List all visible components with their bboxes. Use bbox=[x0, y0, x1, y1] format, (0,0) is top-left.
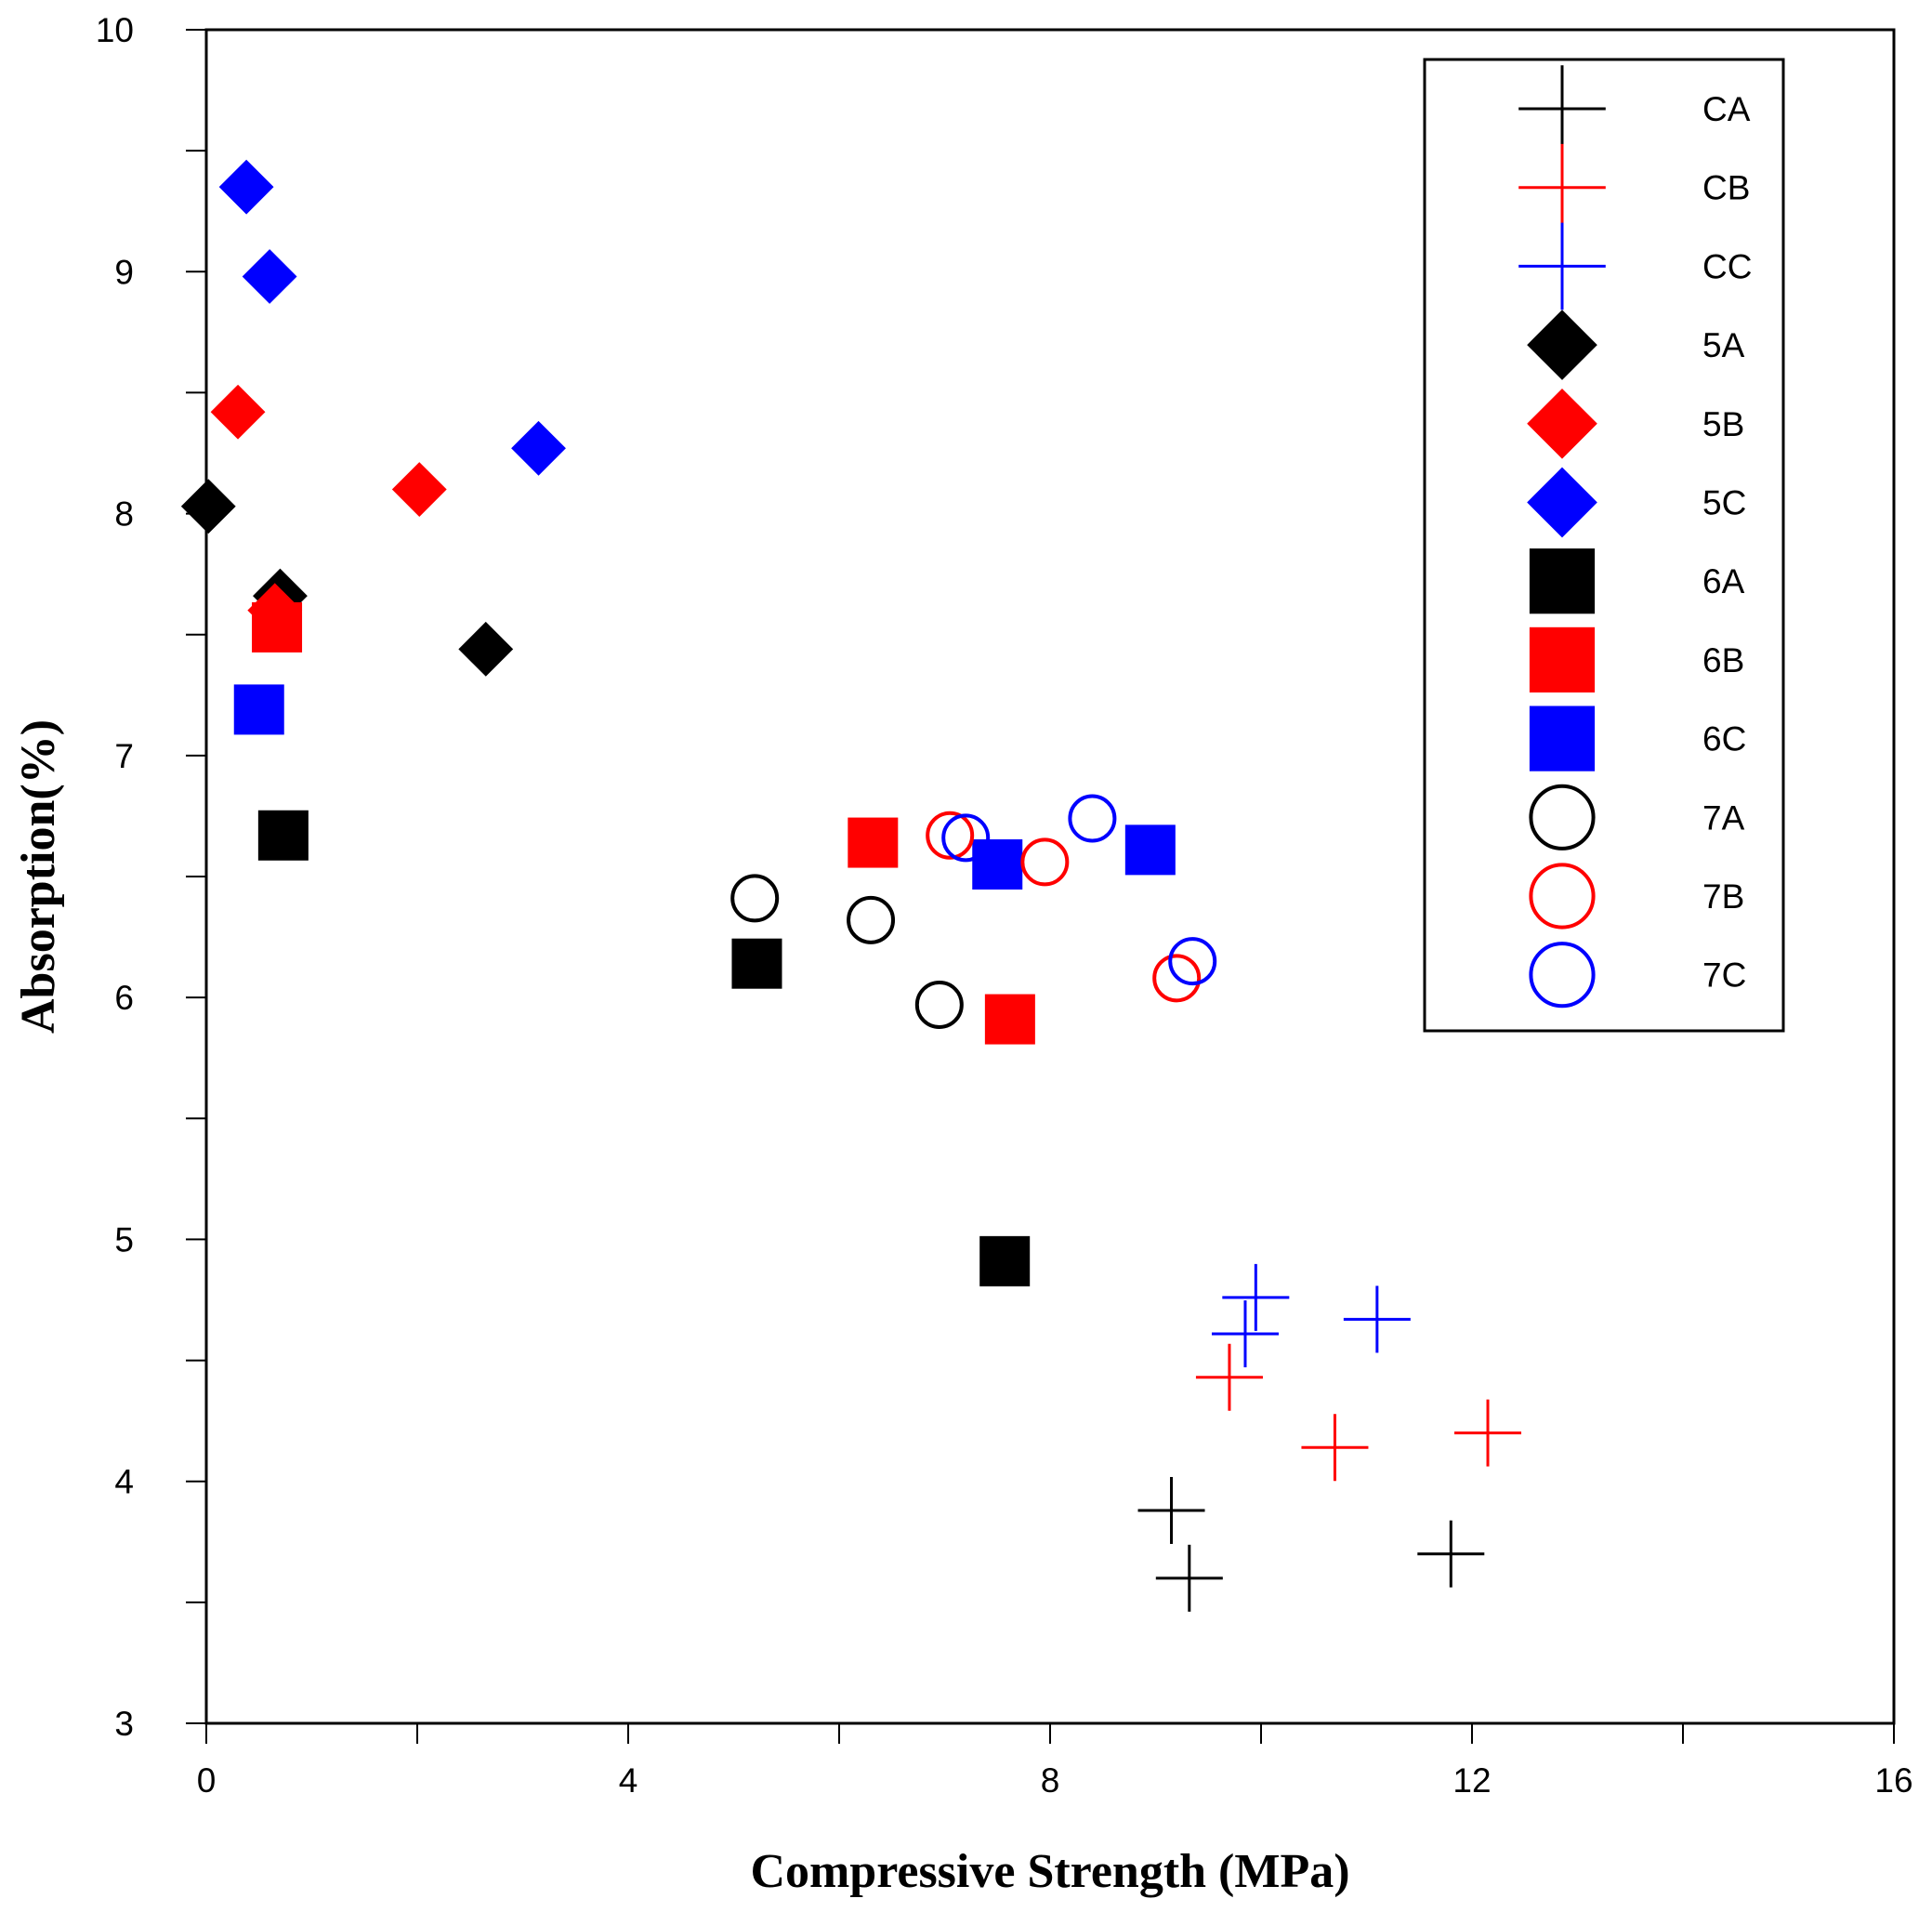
legend-label-ca: CA bbox=[1702, 90, 1751, 128]
marker-7b bbox=[1152, 954, 1202, 1003]
marker-7c bbox=[941, 813, 991, 863]
marker-cb bbox=[1454, 1399, 1522, 1467]
legend: CA CB CC 5A 5B 5C 6A 6B 6C 7A 7B 7C bbox=[1518, 65, 1752, 1009]
y-tick-label: 10 bbox=[96, 11, 134, 49]
x-tick-label: 0 bbox=[197, 1761, 217, 1800]
legend-symbol-5b bbox=[1527, 388, 1597, 459]
marker-5a bbox=[180, 479, 236, 534]
legend-symbol-ca bbox=[1518, 65, 1606, 152]
x-tick-label: 12 bbox=[1452, 1761, 1491, 1800]
x-axis-title: Compressive Strength (MPa) bbox=[750, 1845, 1349, 1898]
legend-label-6a: 6A bbox=[1702, 562, 1745, 600]
marker-cc bbox=[1343, 1286, 1411, 1353]
data-markers bbox=[180, 159, 1522, 1612]
marker-cb bbox=[1301, 1414, 1369, 1482]
y-tick-label: 8 bbox=[114, 495, 134, 534]
legend-label-7a: 7A bbox=[1702, 798, 1745, 837]
legend-symbol-cc bbox=[1518, 222, 1606, 310]
marker-5c bbox=[218, 159, 274, 215]
legend-symbol-7b bbox=[1529, 863, 1596, 930]
legend-symbol-6c bbox=[1529, 705, 1596, 771]
legend-symbol-5a bbox=[1527, 310, 1597, 380]
y-tick-label: 4 bbox=[114, 1463, 134, 1501]
legend-label-7b: 7B bbox=[1702, 877, 1744, 916]
legend-label-6c: 6C bbox=[1702, 720, 1746, 758]
marker-6b bbox=[252, 601, 303, 653]
marker-6c bbox=[972, 838, 1023, 890]
marker-5a bbox=[458, 621, 514, 677]
marker-6c bbox=[1124, 824, 1176, 876]
x-tick-label: 16 bbox=[1874, 1761, 1912, 1800]
marker-cc bbox=[1222, 1263, 1290, 1331]
y-tick-label: 5 bbox=[114, 1220, 134, 1259]
x-tick-label: 4 bbox=[619, 1761, 638, 1800]
legend-symbol-7a bbox=[1529, 784, 1596, 851]
legend-symbol-7c bbox=[1529, 942, 1596, 1009]
legend-box bbox=[1423, 58, 1785, 1033]
marker-6c bbox=[233, 684, 284, 735]
marker-7b bbox=[926, 811, 975, 860]
marker-ca bbox=[1155, 1544, 1223, 1612]
legend-label-cb: CB bbox=[1702, 169, 1750, 207]
legend-symbol-6a bbox=[1529, 548, 1596, 614]
y-tick-label: 7 bbox=[114, 737, 134, 775]
marker-cc bbox=[1211, 1299, 1279, 1367]
legend-label-cc: CC bbox=[1702, 247, 1752, 285]
legend-symbol-5c bbox=[1527, 467, 1597, 538]
marker-7a bbox=[730, 874, 780, 923]
marker-7b bbox=[1020, 837, 1070, 887]
x-tick-label: 8 bbox=[1041, 1761, 1060, 1800]
y-axis-title: Absorption(%) bbox=[12, 719, 65, 1034]
marker-6b bbox=[848, 817, 899, 868]
legend-label-5b: 5B bbox=[1702, 405, 1744, 443]
marker-6b bbox=[984, 994, 1035, 1045]
legend-label-5a: 5A bbox=[1702, 326, 1745, 364]
marker-5b bbox=[210, 384, 266, 440]
marker-5b bbox=[391, 462, 447, 517]
marker-6a bbox=[979, 1235, 1031, 1286]
marker-ca bbox=[1137, 1476, 1205, 1544]
legend-label-7c: 7C bbox=[1702, 956, 1746, 995]
marker-7c bbox=[1068, 794, 1117, 843]
legend-symbol-6b bbox=[1529, 626, 1596, 692]
legend-label-6b: 6B bbox=[1702, 641, 1744, 679]
marker-cb bbox=[1195, 1343, 1263, 1411]
y-tick-label: 9 bbox=[114, 253, 134, 291]
marker-7c bbox=[1168, 937, 1217, 986]
marker-6a bbox=[257, 810, 309, 861]
marker-7a bbox=[847, 895, 896, 944]
axes: 0 4 8 12 16 3 4 5 6 7 8 9 10 bbox=[96, 11, 1913, 1800]
legend-symbol-cb bbox=[1518, 143, 1606, 231]
marker-5c bbox=[242, 249, 297, 304]
y-tick-label: 3 bbox=[114, 1705, 134, 1743]
marker-6a bbox=[731, 938, 782, 989]
y-tick-label: 6 bbox=[114, 979, 134, 1017]
marker-5c bbox=[511, 420, 566, 476]
marker-7a bbox=[914, 980, 964, 1029]
marker-ca bbox=[1417, 1520, 1485, 1588]
legend-label-5c: 5C bbox=[1702, 484, 1746, 522]
